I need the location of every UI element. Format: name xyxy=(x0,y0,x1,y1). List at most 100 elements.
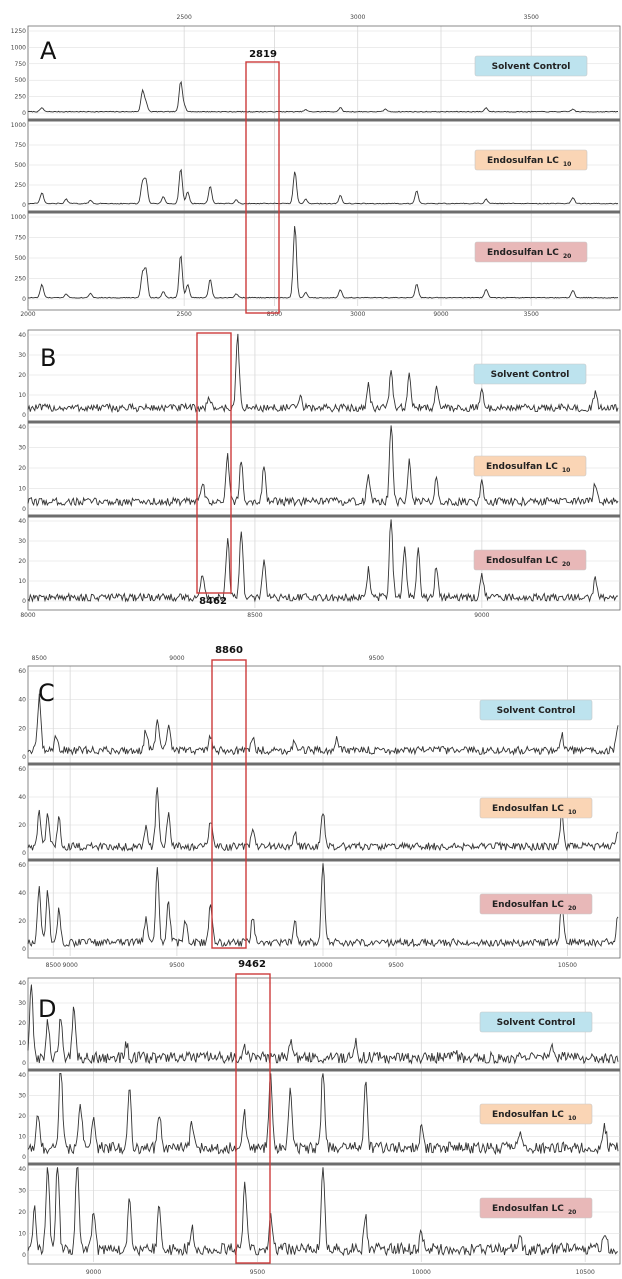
peak-mz-label: 9462 xyxy=(238,959,266,970)
x-tick-label: 10000 xyxy=(412,1269,431,1275)
x-tick-label: 3000 xyxy=(350,311,365,318)
strip-separator xyxy=(28,762,620,766)
lc10-badge: Endosulfan LC 10 xyxy=(479,797,593,819)
panel-d: 9000 9500 10000 10500 40 30 20 10 0 Solvent Contr… xyxy=(18,959,621,1276)
series-line xyxy=(27,333,619,414)
y-tick-label: 750 xyxy=(15,61,27,68)
y-tick-label: 40 xyxy=(18,980,26,987)
badge-background xyxy=(474,149,588,171)
badge-background xyxy=(473,363,587,385)
badge-label: Solvent Control xyxy=(491,370,570,380)
lc20-badge: Endosulfan LC 20 xyxy=(473,549,587,571)
series-line xyxy=(27,80,618,113)
strip-separator xyxy=(28,858,620,862)
y-tick-label: 1000 xyxy=(11,44,26,51)
badge-label: Endosulfan LC xyxy=(492,900,564,910)
y-tick-label: 0 xyxy=(22,202,26,209)
x-tick-label: 2000 xyxy=(20,311,35,318)
y-tick-label: 20 xyxy=(18,822,26,829)
badge-subscript: 10 xyxy=(562,467,570,474)
y-tick-label: 10 xyxy=(18,486,26,493)
badge-label: Endosulfan LC xyxy=(492,804,564,814)
y-tick-label: 500 xyxy=(15,162,27,169)
solvent-control-badge: Solvent Control xyxy=(474,55,588,77)
badge-background xyxy=(474,241,588,263)
x-tick-label: 9500 xyxy=(388,962,403,969)
y-tick-label: 40 xyxy=(18,518,26,525)
y-tick-label: 0 xyxy=(22,412,26,419)
y-tick-label: 750 xyxy=(15,235,27,242)
strip-separator xyxy=(28,1162,620,1166)
x-tick-label: 3500 xyxy=(524,311,539,318)
strip-separator xyxy=(28,514,620,518)
y-tick-label: 10 xyxy=(18,1040,26,1047)
series-line xyxy=(27,787,619,852)
x-tick-top-label: 9000 xyxy=(169,655,184,662)
y-tick-label: 20 xyxy=(18,372,26,379)
y-tick-label: 20 xyxy=(18,1020,26,1027)
series-line xyxy=(27,984,619,1065)
x-tick-label: 8500 xyxy=(46,962,61,969)
series-line xyxy=(27,425,619,508)
y-tick-label: 1000 xyxy=(11,214,26,221)
x-tick-label: 8500 xyxy=(267,311,282,318)
y-tick-label: 250 xyxy=(15,94,27,101)
badge-label: Endosulfan LC xyxy=(492,1110,564,1120)
y-tick-label: 20 xyxy=(18,558,26,565)
y-tick-label: 1250 xyxy=(11,28,26,35)
plot-frame xyxy=(27,665,621,959)
plot-frame xyxy=(27,977,621,1265)
badge-label: Endosulfan LC xyxy=(486,556,558,566)
y-tick-label: 20 xyxy=(18,1209,26,1216)
x-tick-top-label: 3000 xyxy=(350,14,365,21)
lc10-badge: Endosulfan LC 10 xyxy=(479,1103,593,1125)
x-tick-label: 9000 xyxy=(63,962,78,969)
series-line xyxy=(27,863,619,948)
plot-frame xyxy=(27,329,621,611)
lc20-badge: Endosulfan LC 20 xyxy=(479,893,593,915)
y-tick-label: 500 xyxy=(15,77,27,84)
series-line xyxy=(27,1072,619,1156)
y-tick-label: 0 xyxy=(22,110,26,117)
y-tick-label: 10 xyxy=(18,1231,26,1238)
y-tick-label: 20 xyxy=(18,1113,26,1120)
y-tick-label: 30 xyxy=(18,445,26,452)
y-tick-label: 40 xyxy=(18,424,26,431)
y-tick-label: 60 xyxy=(18,766,26,773)
y-tick-label: 500 xyxy=(15,255,27,262)
lc20-badge: Endosulfan LC 20 xyxy=(474,241,588,263)
badge-subscript: 20 xyxy=(563,253,571,260)
badge-subscript: 20 xyxy=(568,1209,576,1216)
solvent-control-badge: Solvent Control xyxy=(479,699,593,721)
x-tick-label: 10500 xyxy=(576,1269,595,1275)
x-tick-label: 8000 xyxy=(20,612,35,619)
y-tick-label: 40 xyxy=(18,332,26,339)
peak-highlight-box xyxy=(196,332,232,594)
lc20-badge: Endosulfan LC 20 xyxy=(479,1197,593,1219)
badge-subscript: 10 xyxy=(568,1115,576,1122)
peak-mz-label: 2819 xyxy=(249,49,277,60)
y-tick-label: 30 xyxy=(18,538,26,545)
strip-separator xyxy=(28,1068,620,1072)
badge-subscript: 10 xyxy=(568,809,576,816)
solvent-control-badge: Solvent Control xyxy=(473,363,587,385)
badge-background xyxy=(479,797,593,819)
badge-subscript: 20 xyxy=(562,561,570,568)
y-tick-label: 0 xyxy=(22,598,26,605)
badge-background xyxy=(479,1011,593,1033)
y-tick-label: 0 xyxy=(22,1252,26,1259)
y-tick-label: 0 xyxy=(22,1154,26,1161)
badge-label: Solvent Control xyxy=(492,62,571,72)
series-line xyxy=(27,693,619,756)
x-tick-label: 9000 xyxy=(86,1269,101,1275)
series-line xyxy=(27,1166,619,1257)
panel-letter: D xyxy=(38,995,56,1023)
y-tick-label: 60 xyxy=(18,668,26,675)
x-tick-label: 10000 xyxy=(313,962,332,969)
y-tick-label: 20 xyxy=(18,725,26,732)
y-tick-label: 750 xyxy=(15,142,27,149)
x-tick-top-label: 2500 xyxy=(177,14,192,21)
